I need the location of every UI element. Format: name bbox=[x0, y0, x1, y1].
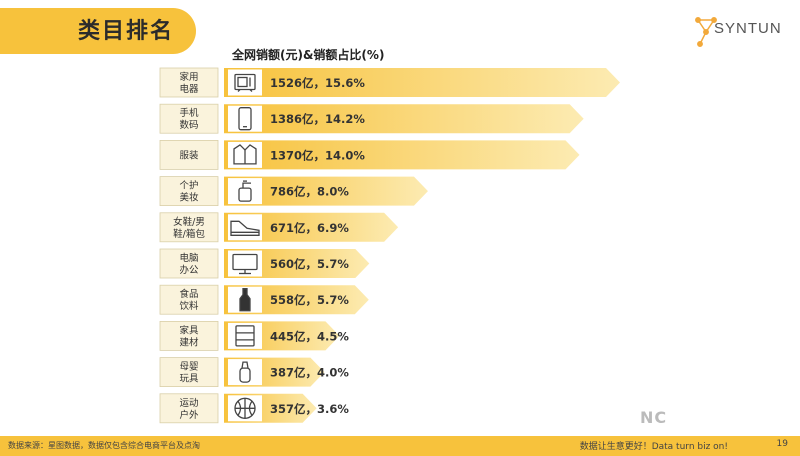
baby-bottle-icon bbox=[239, 361, 251, 383]
category-label: 建材 bbox=[179, 336, 199, 348]
category-label: 电器 bbox=[179, 83, 199, 95]
category-label: 手机 bbox=[179, 107, 199, 119]
bottle-icon bbox=[239, 288, 251, 312]
pump-bottle-icon bbox=[238, 180, 252, 202]
category-tag bbox=[159, 139, 219, 170]
shoe-icon bbox=[230, 220, 260, 236]
category-tag bbox=[159, 284, 219, 315]
shirt-icon bbox=[233, 144, 257, 165]
category-label: 女鞋/男 bbox=[173, 216, 205, 228]
data-label: 1526亿，15.6% bbox=[270, 76, 365, 90]
category-label: 电脑 bbox=[179, 252, 198, 264]
icon-box bbox=[228, 359, 262, 386]
page-number: 19 bbox=[776, 439, 788, 449]
data-label: 1386亿，14.2% bbox=[270, 112, 365, 126]
cabinet-icon bbox=[235, 325, 255, 347]
category-label: 家用 bbox=[179, 71, 198, 83]
category-label: 个护 bbox=[179, 180, 198, 192]
category-tag bbox=[159, 320, 219, 351]
category-tag bbox=[159, 103, 219, 134]
icon-box bbox=[228, 105, 262, 132]
category-label: 家具 bbox=[179, 324, 199, 336]
monitor-icon bbox=[232, 253, 258, 275]
watermark-text: NC bbox=[640, 408, 668, 427]
data-label: 1370亿，14.0% bbox=[270, 148, 365, 162]
data-label: 445亿，4.5% bbox=[270, 329, 349, 343]
value-bar bbox=[224, 104, 584, 134]
footer-bar: 数据来源：星图数据，数据仅包含综合电商平台及点淘 数据让生意更好！Data tu… bbox=[0, 436, 800, 456]
category-label: 鞋/箱包 bbox=[173, 228, 205, 240]
chart-row: 女鞋/男鞋/箱包 671亿，6.9% bbox=[159, 212, 399, 243]
icon-box bbox=[228, 69, 262, 96]
category-tag bbox=[159, 357, 219, 388]
category-label: 美妆 bbox=[179, 192, 199, 204]
data-source-note: 数据来源：星图数据，数据仅包含综合电商平台及点淘 bbox=[8, 441, 200, 450]
chart-title: 全网销额(元)&销额占比(%) bbox=[232, 48, 385, 62]
logo-text: SYNTUN bbox=[714, 20, 782, 37]
category-label: 食品 bbox=[179, 288, 198, 300]
page-title: 类目排名 bbox=[78, 19, 175, 44]
value-bar bbox=[224, 140, 580, 170]
value-bar bbox=[224, 212, 399, 242]
value-bar bbox=[224, 176, 428, 206]
category-tag bbox=[159, 176, 219, 207]
footer-slogan: 数据让生意更好！Data turn biz on! bbox=[579, 442, 728, 452]
data-label: 786亿，8.0% bbox=[270, 185, 349, 199]
icon-box bbox=[228, 322, 262, 349]
value-bar bbox=[224, 68, 620, 97]
phone-icon bbox=[238, 107, 252, 131]
syntun-logo-icon bbox=[695, 17, 717, 47]
category-label: 办公 bbox=[179, 264, 199, 276]
category-label: 服装 bbox=[179, 149, 199, 161]
title-tab bbox=[0, 8, 196, 54]
category-label: 玩具 bbox=[179, 374, 199, 385]
appliance-icon bbox=[234, 73, 256, 92]
category-tag bbox=[159, 393, 219, 424]
data-label: 558亿，5.7% bbox=[270, 293, 349, 307]
category-label: 母婴 bbox=[179, 362, 198, 373]
basketball-icon bbox=[234, 397, 256, 419]
icon-box bbox=[228, 178, 262, 205]
category-tag bbox=[159, 212, 219, 243]
data-label: 357亿，3.6% bbox=[270, 402, 349, 416]
category-label: 户外 bbox=[179, 409, 199, 421]
category-label: 饮料 bbox=[179, 300, 199, 312]
data-label: 671亿，6.9% bbox=[270, 221, 349, 235]
data-label: 387亿，4.0% bbox=[270, 366, 349, 380]
data-label: 560亿，5.7% bbox=[270, 257, 349, 271]
category-label: 运动 bbox=[179, 398, 198, 409]
chart-row: 服装 1370亿，14.0% bbox=[159, 139, 580, 170]
category-label: 数码 bbox=[179, 119, 198, 131]
category-tag bbox=[159, 248, 219, 279]
category-tag bbox=[159, 67, 219, 98]
